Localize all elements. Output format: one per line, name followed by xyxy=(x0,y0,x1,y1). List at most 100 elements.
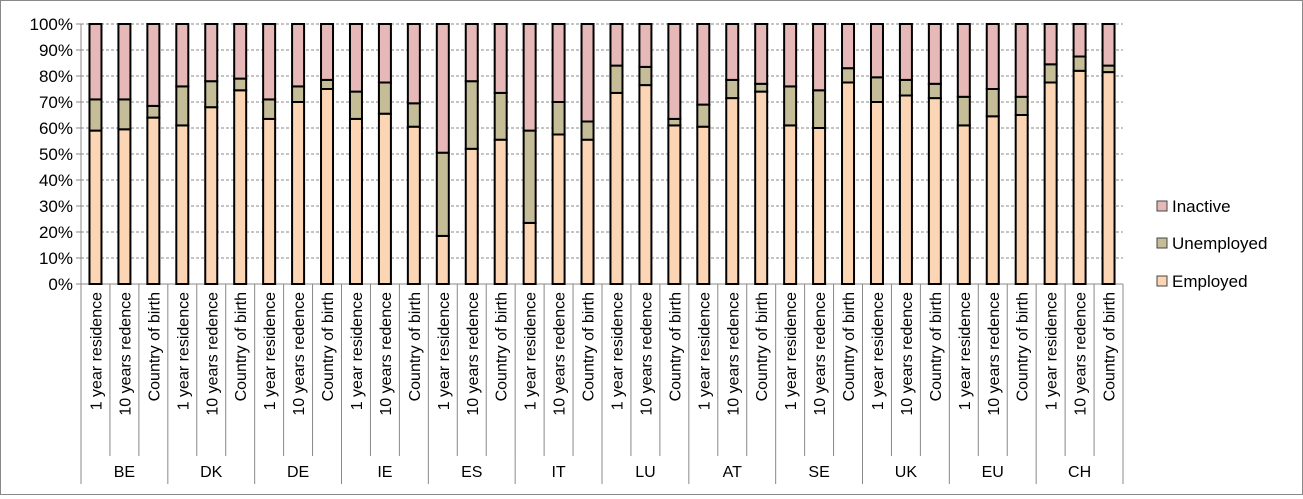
bar-segment-employed xyxy=(377,112,392,285)
y-tick-label: 60% xyxy=(39,119,73,138)
bar-segment-unemployed xyxy=(348,90,363,120)
bar-segment-unemployed xyxy=(435,151,450,237)
bar-segment-employed xyxy=(1072,69,1087,285)
x-category-label: 1 year residence xyxy=(696,292,713,410)
bar-segment-employed xyxy=(88,129,103,285)
bar-segment-inactive xyxy=(291,23,306,88)
x-group-label: LU xyxy=(635,464,655,481)
bar-segment-inactive xyxy=(783,23,798,88)
x-category-label: Country of birth xyxy=(1102,292,1119,401)
x-category-label: Country of birth xyxy=(146,292,163,401)
x-group-label: UK xyxy=(895,464,918,481)
bar-segment-employed xyxy=(812,127,827,285)
bar-segment-inactive xyxy=(406,23,421,105)
x-category-label: 1 year residence xyxy=(436,292,453,410)
bar-segment-unemployed xyxy=(725,78,740,100)
x-category-label: 10 years redence xyxy=(986,292,1003,416)
bar-segment-inactive xyxy=(927,23,942,85)
bar-segment-employed xyxy=(667,124,682,286)
bar-segment-inactive xyxy=(464,23,479,83)
bar-segment-unemployed xyxy=(117,98,132,131)
x-category-label: Country of birth xyxy=(841,292,858,401)
bar-segment-inactive xyxy=(580,23,595,123)
bar-segment-employed xyxy=(696,125,711,285)
bar-segment-employed xyxy=(320,88,335,285)
bar-segment-inactive xyxy=(551,23,566,103)
bar-segment-unemployed xyxy=(233,77,248,92)
x-category-label: 1 year residence xyxy=(783,292,800,410)
bar-segment-inactive xyxy=(435,23,450,154)
bar-segment-employed xyxy=(1014,114,1029,285)
bar-segment-unemployed xyxy=(783,85,798,127)
x-category-label: 10 years redence xyxy=(1073,292,1090,416)
bar-segment-employed xyxy=(754,90,769,285)
y-tick-label: 20% xyxy=(39,223,73,242)
x-category-label: 10 years redence xyxy=(465,292,482,416)
x-category-label: 10 years redence xyxy=(638,292,655,416)
bar-segment-inactive xyxy=(204,23,219,83)
x-category-label: 10 years redence xyxy=(812,292,829,416)
x-category-label: 10 years redence xyxy=(291,292,308,416)
legend-label-employed: Employed xyxy=(1172,272,1248,291)
bar-segment-unemployed xyxy=(88,98,103,132)
bar-segment-employed xyxy=(204,106,219,285)
bar-segment-employed xyxy=(348,117,363,286)
bar-segment-inactive xyxy=(175,23,190,88)
bar-segment-inactive xyxy=(609,23,624,67)
bar-segment-employed xyxy=(117,128,132,285)
bar-segment-unemployed xyxy=(754,82,769,93)
bar-segment-unemployed xyxy=(580,120,595,141)
x-group-label: AT xyxy=(723,464,742,481)
x-category-label: Country of birth xyxy=(581,292,598,401)
bar-segment-inactive xyxy=(522,23,537,132)
bar-segment-inactive xyxy=(696,23,711,106)
bar-segment-employed xyxy=(841,81,856,285)
bar-segment-employed xyxy=(927,97,942,285)
bar-segment-employed xyxy=(985,115,1000,285)
bar-segment-unemployed xyxy=(956,95,971,127)
x-category-label: 1 year residence xyxy=(870,292,887,410)
bar-segment-employed xyxy=(956,124,971,286)
x-category-label: 1 year residence xyxy=(88,292,105,410)
x-category-label: 1 year residence xyxy=(175,292,192,410)
x-group-label: SE xyxy=(808,464,829,481)
y-tick-label: 0% xyxy=(48,275,73,294)
y-tick-label: 90% xyxy=(39,41,73,60)
bar-segment-inactive xyxy=(320,23,335,81)
bar-segment-inactive xyxy=(1072,23,1087,58)
bar-segment-inactive xyxy=(233,23,248,80)
x-category-label: 1 year residence xyxy=(957,292,974,410)
x-group-label: CH xyxy=(1068,464,1091,481)
bar-segment-unemployed xyxy=(1014,95,1029,117)
x-category-label: Country of birth xyxy=(407,292,424,401)
y-tick-label: 30% xyxy=(39,197,73,216)
legend-label-unemployed: Unemployed xyxy=(1172,234,1267,253)
x-category-label: 1 year residence xyxy=(1044,292,1061,410)
x-category-label: 10 years redence xyxy=(899,292,916,416)
bar-segment-employed xyxy=(638,84,653,285)
bar-segment-employed xyxy=(233,89,248,285)
x-category-label: 10 years redence xyxy=(117,292,134,416)
bar-segment-employed xyxy=(898,94,913,285)
bar-segment-unemployed xyxy=(1072,55,1087,72)
bar-segment-unemployed xyxy=(464,80,479,150)
bar-segment-unemployed xyxy=(812,89,827,130)
bar-segment-inactive xyxy=(956,23,971,98)
bar-segment-inactive xyxy=(1014,23,1029,98)
bar-segment-employed xyxy=(1043,81,1058,285)
bar-segment-employed xyxy=(522,221,537,285)
bar-segment-inactive xyxy=(985,23,1000,90)
bar-segment-unemployed xyxy=(175,85,190,127)
bar-segment-employed xyxy=(406,125,421,285)
bar-segment-inactive xyxy=(377,23,392,84)
legend-swatch-inactive xyxy=(1156,200,1168,212)
x-category-label: 10 years redence xyxy=(552,292,569,416)
bar-segment-inactive xyxy=(667,23,682,120)
bar-segment-inactive xyxy=(812,23,827,92)
bar-segment-inactive xyxy=(869,23,884,79)
y-tick-label: 50% xyxy=(39,145,73,164)
bar-segment-inactive xyxy=(638,23,653,68)
bar-segment-employed xyxy=(551,133,566,285)
